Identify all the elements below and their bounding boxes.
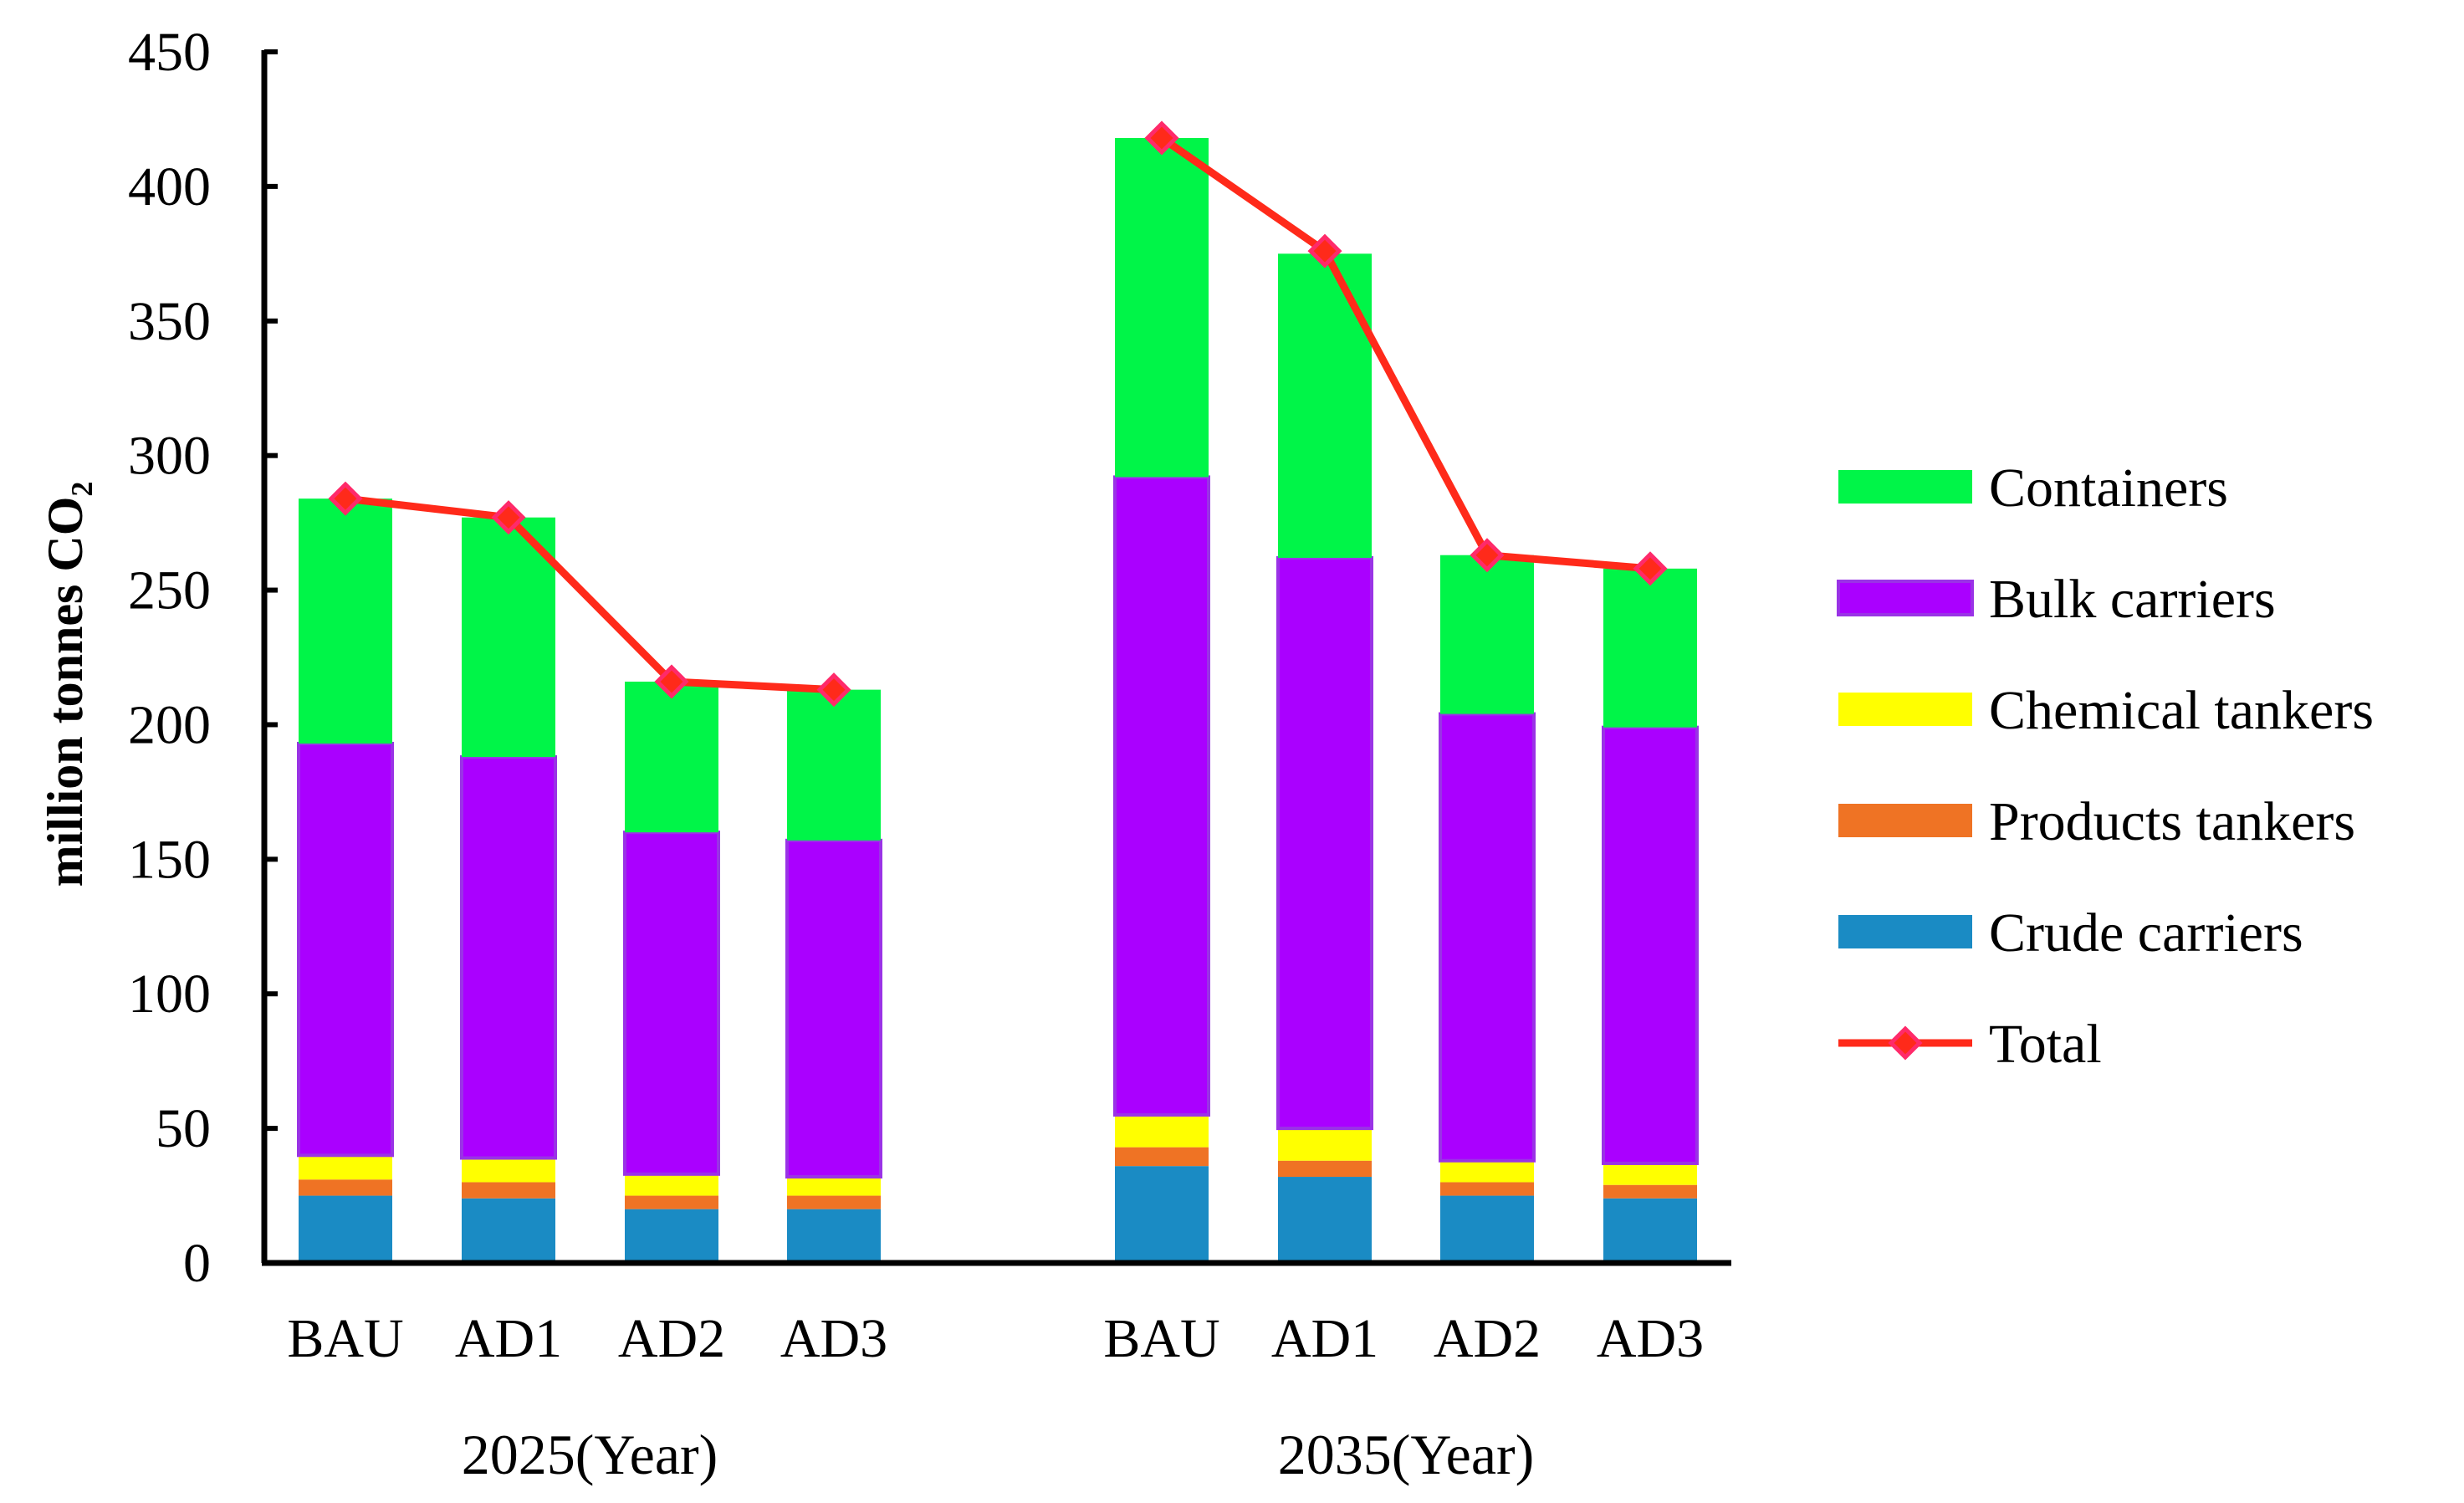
category-label: AD3 (780, 1308, 887, 1369)
legend-swatch-chemical-tankers (1838, 693, 1972, 726)
bar-segment-crude-carriers (462, 1198, 555, 1263)
bar-segment-products-tankers (1115, 1147, 1209, 1167)
bar-segment-containers (1603, 568, 1697, 728)
bar-segment-products-tankers (1278, 1160, 1372, 1178)
bar-segment-bulk-carriers (460, 755, 557, 1160)
legend-label: Containers (1989, 458, 2228, 519)
bar-segment-containers (1278, 253, 1372, 558)
bar-segment-crude-carriers (1278, 1177, 1372, 1263)
y-tick-label: 200 (128, 694, 211, 755)
category-label: AD3 (1597, 1308, 1704, 1369)
total-marker (654, 664, 689, 699)
legend-label: Total (1989, 1014, 2102, 1075)
bar-segment-chemical-tankers (1603, 1163, 1697, 1185)
bar-segment-containers (1440, 555, 1534, 714)
bar-segment-containers (1115, 137, 1209, 478)
bar-segment-bulk-carriers (1276, 555, 1373, 1131)
y-tick-label: 0 (183, 1233, 211, 1294)
y-tick-label: 450 (128, 22, 211, 83)
bar-segment-bulk-carriers (1439, 712, 1536, 1163)
category-label: BAU (287, 1308, 403, 1369)
legend-label: Chemical tankers (1989, 680, 2374, 741)
legend-label: Bulk carriers (1989, 569, 2276, 630)
y-axis-label: million tonnes CO₂ (38, 482, 93, 887)
group-label: 2025(Year) (462, 1423, 718, 1486)
bar-segment-bulk-carriers (623, 831, 720, 1176)
y-tick-label: 400 (128, 156, 211, 217)
bar-segment-crude-carriers (787, 1209, 881, 1263)
legend-swatch-crude-carriers (1838, 915, 1972, 948)
bar-segment-crude-carriers (1440, 1195, 1534, 1263)
y-tick-label: 150 (128, 829, 211, 890)
y-tick-label: 50 (156, 1098, 211, 1159)
bar-segment-bulk-carriers (1113, 475, 1210, 1117)
legend-label: Products tankers (1989, 791, 2355, 852)
total-marker (491, 500, 526, 535)
bar-segment-crude-carriers (299, 1195, 392, 1263)
bar-segment-crude-carriers (1603, 1198, 1697, 1263)
total-marker (1633, 551, 1668, 586)
total-marker (1144, 120, 1179, 156)
category-label: AD2 (1434, 1308, 1541, 1369)
bar-segment-products-tankers (299, 1179, 392, 1196)
category-labels: BAU AD1 AD2 AD3 BAU AD1 AD2 AD3 (287, 1308, 1704, 1369)
total-line-segment (345, 494, 835, 694)
category-label: AD1 (455, 1308, 562, 1369)
bar-segment-containers (787, 689, 881, 841)
y-tick-label: 350 (128, 291, 211, 352)
bar-segment-chemical-tankers (462, 1158, 555, 1183)
bar-segment-products-tankers (787, 1195, 881, 1209)
group-label: 2035(Year) (1278, 1423, 1535, 1486)
bar-segment-containers (625, 681, 718, 833)
total-line-segment (1159, 135, 1651, 573)
category-label: AD1 (1271, 1308, 1378, 1369)
y-tick-label: 100 (128, 964, 211, 1025)
y-tick-label: 300 (128, 426, 211, 487)
bar-segment-chemical-tankers (1440, 1160, 1534, 1183)
bar-segment-chemical-tankers (787, 1177, 881, 1196)
total-marker (1307, 233, 1342, 268)
group-labels: 2025(Year) 2035(Year) (462, 1423, 1535, 1486)
total-marker (1470, 538, 1505, 573)
legend-marker-total (1888, 1025, 1923, 1061)
bar-segment-products-tankers (625, 1195, 718, 1209)
bar-segment-chemical-tankers (625, 1173, 718, 1196)
bar-segment-bulk-carriers (785, 838, 882, 1179)
bar-segment-crude-carriers (1115, 1166, 1209, 1263)
bar-segment-crude-carriers (625, 1209, 718, 1263)
total-marker (328, 481, 363, 516)
bar-segment-containers (299, 498, 392, 744)
bar-segment-bulk-carriers (297, 741, 394, 1158)
total-line (328, 120, 1668, 708)
legend-swatch-products-tankers (1838, 804, 1972, 837)
legend-label: Crude carriers (1989, 902, 2303, 964)
category-label: BAU (1103, 1308, 1219, 1369)
bar-segment-containers (462, 517, 555, 758)
y-tick-labels: 0 50 100 150 200 250 300 350 400 450 (128, 22, 211, 1294)
legend-swatch-containers (1838, 470, 1972, 504)
bar-segment-products-tankers (462, 1182, 555, 1199)
legend-swatch-bulk-carriers (1837, 580, 1974, 616)
bar-segment-bulk-carriers (1602, 725, 1699, 1165)
bar-segment-chemical-tankers (1278, 1128, 1372, 1161)
total-marker (816, 672, 851, 708)
y-axis (261, 49, 278, 1265)
bar-segment-chemical-tankers (299, 1155, 392, 1180)
bar-segment-products-tankers (1603, 1184, 1697, 1199)
category-label: AD2 (618, 1308, 725, 1369)
bar-segment-chemical-tankers (1115, 1115, 1209, 1148)
bar-segment-products-tankers (1440, 1182, 1534, 1196)
y-tick-label: 250 (128, 560, 211, 621)
legend: Containers Bulk carriers Chemical tankers P… (1837, 458, 2374, 1075)
bars (297, 137, 1699, 1263)
